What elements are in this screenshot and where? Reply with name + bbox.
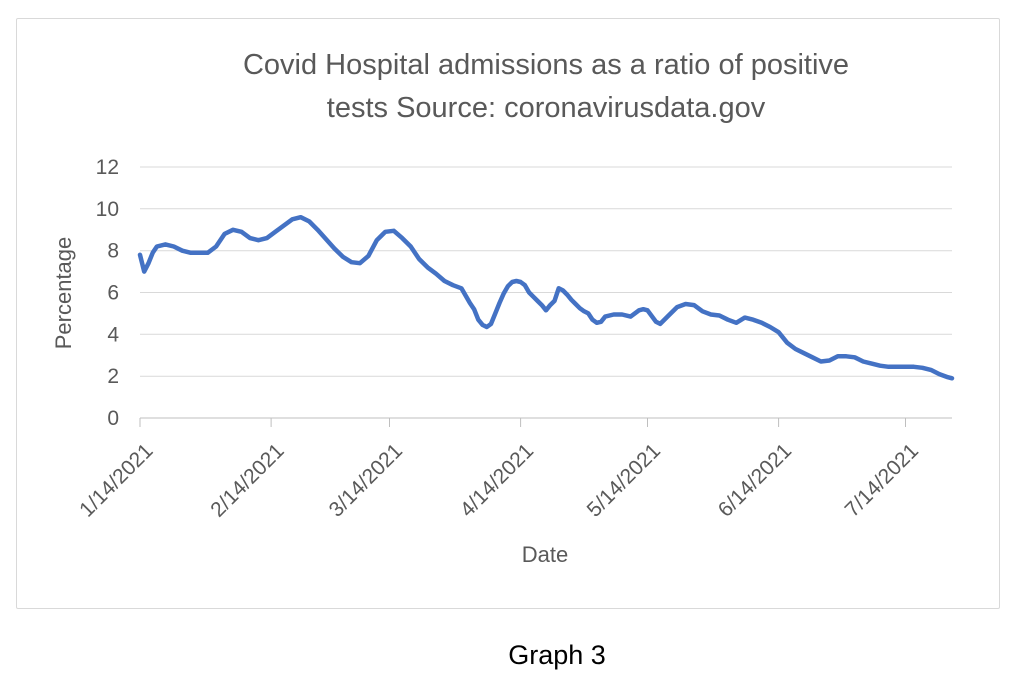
x-axis-title: Date <box>521 542 569 567</box>
chart-title-line-1: Covid Hospital admissions as a ratio of … <box>242 49 850 81</box>
chart-title-line-2: tests Source: coronavirusdata.gov <box>326 92 766 124</box>
chart-caption: Graph 3 <box>508 640 606 670</box>
y-axis-title: Percentage <box>51 236 76 350</box>
chart-title: Covid Hospital admissions as a ratio of … <box>140 44 952 130</box>
